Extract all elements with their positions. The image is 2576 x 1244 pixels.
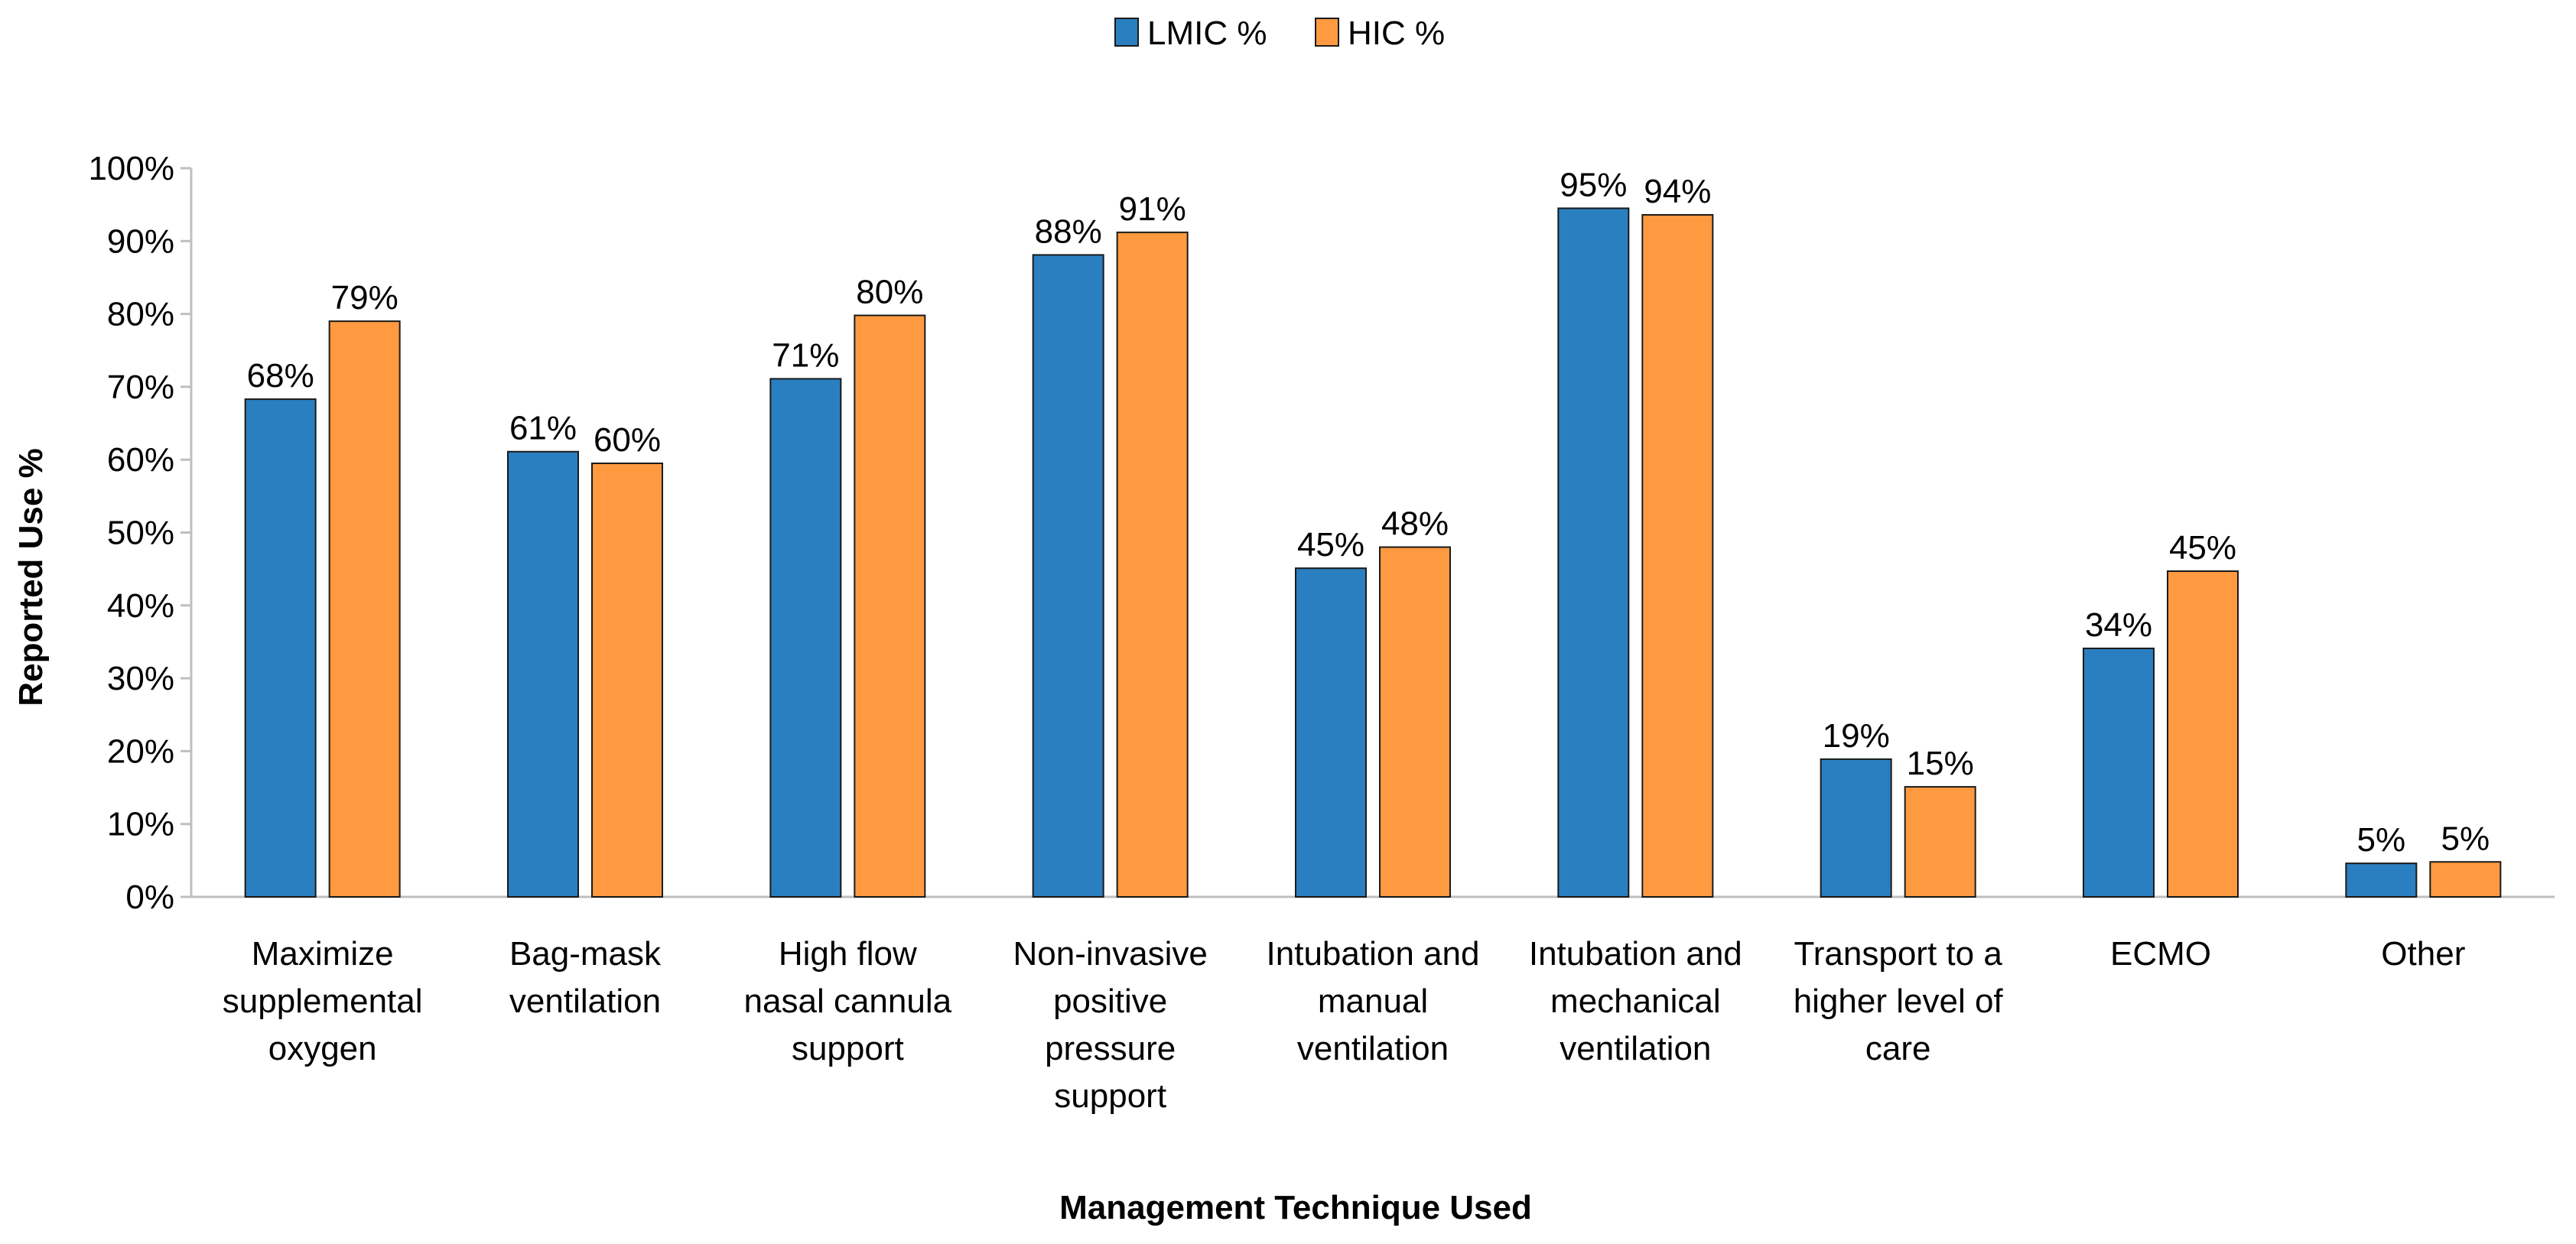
- bar: [1557, 207, 1630, 898]
- x-category-label: Bag-mask ventilation: [509, 935, 662, 1020]
- data-label: 88%: [1035, 213, 1102, 250]
- x-category-label-line: Bag-mask: [509, 935, 662, 973]
- x-category-label-line: Transport to a: [1794, 935, 2003, 973]
- bar: [591, 462, 663, 898]
- y-tick-label: 40%: [107, 587, 174, 625]
- bar: [1904, 786, 1976, 898]
- bar: [1379, 546, 1451, 898]
- y-tick-label: 0%: [125, 879, 174, 916]
- bar: [854, 314, 926, 898]
- data-label: 68%: [247, 357, 314, 395]
- y-tick-label: 50%: [107, 515, 174, 552]
- y-tick-label: 30%: [107, 660, 174, 697]
- x-category-label-line: nasal cannula: [744, 983, 952, 1020]
- legend-swatch: [1315, 18, 1339, 47]
- y-axis: 0% 10% 20% 30% 40% 50% 60% 70% 80% 90% 100%: [88, 150, 193, 916]
- x-category-label: ECMO: [2110, 935, 2211, 973]
- bar: [2167, 570, 2239, 898]
- x-category-label-line: ventilation: [1560, 1030, 1711, 1067]
- bar: [2083, 648, 2155, 898]
- y-tick-label: 90%: [107, 222, 174, 260]
- data-label: 5%: [2441, 820, 2490, 857]
- bar: [1116, 231, 1189, 898]
- x-axis-title: Management Technique Used: [1059, 1189, 1532, 1226]
- legend-label: LMIC %: [1147, 15, 1267, 52]
- x-category-label-line: Intubation and: [1267, 935, 1480, 973]
- legend-label: HIC %: [1348, 15, 1445, 52]
- bar: [2345, 862, 2418, 898]
- legend: LMIC % HIC %: [1114, 15, 1445, 52]
- legend-swatch: [1114, 18, 1139, 47]
- x-category-label-line: ventilation: [1297, 1030, 1449, 1067]
- y-tick-label: 70%: [107, 369, 174, 406]
- bar: [328, 320, 401, 898]
- x-category-label: Transport to a higher level of care: [1794, 935, 2004, 1067]
- data-label: 61%: [509, 410, 577, 447]
- x-category-label: Non-invasive positive pressure support: [1013, 935, 1207, 1115]
- data-label: 71%: [772, 336, 839, 374]
- data-label: 79%: [331, 279, 398, 317]
- x-category-label-line: support: [1054, 1077, 1166, 1115]
- y-tick-label: 100%: [88, 150, 174, 187]
- y-tick-label: 20%: [107, 732, 174, 770]
- data-label: 80%: [856, 274, 923, 311]
- x-category-label-line: ventilation: [509, 983, 661, 1020]
- x-axis: Maximize supplemental oxygen Bag-mask ventil…: [191, 895, 2555, 1115]
- bar: [2429, 861, 2502, 898]
- y-tick-label: 10%: [107, 806, 174, 843]
- data-label: 91%: [1119, 190, 1186, 228]
- bar: [1820, 758, 1892, 898]
- data-label: 60%: [594, 421, 661, 459]
- x-category-label-line: positive: [1053, 983, 1167, 1020]
- data-label: 15%: [1907, 745, 1974, 782]
- y-tick-label: 60%: [107, 441, 174, 479]
- x-category-label-line: High flow: [779, 935, 917, 973]
- bar: [769, 378, 842, 898]
- data-label: 94%: [1644, 173, 1711, 210]
- x-category-label-line: higher level of: [1794, 983, 2004, 1020]
- x-category-label-line: Maximize: [252, 935, 394, 973]
- x-category-label-line: Intubation and: [1529, 935, 1742, 973]
- x-category-label-line: manual: [1318, 983, 1428, 1020]
- data-label: 45%: [1297, 526, 1364, 564]
- x-category-label-line: mechanical: [1550, 983, 1721, 1020]
- x-category-label-line: Other: [2381, 935, 2465, 973]
- x-category-label-line: supplemental: [223, 983, 423, 1020]
- data-label: 95%: [1560, 166, 1627, 203]
- data-label: 34%: [2085, 606, 2152, 644]
- x-category-label-line: pressure: [1045, 1030, 1176, 1067]
- x-category-label: Maximize supplemental oxygen: [223, 935, 423, 1067]
- y-tick-label: 80%: [107, 296, 174, 333]
- x-category-label-line: oxygen: [268, 1030, 377, 1067]
- x-category-label: Other: [2381, 935, 2465, 973]
- bar: [1032, 254, 1104, 898]
- x-category-label: Intubation and manual ventilation: [1267, 935, 1480, 1067]
- bar: [1295, 567, 1367, 898]
- data-label: 19%: [1823, 717, 1890, 755]
- x-category-label-line: ECMO: [2110, 935, 2211, 973]
- x-category-label: High flow nasal cannula support: [744, 935, 952, 1067]
- bar: [1641, 213, 1714, 898]
- x-category-label: Intubation and mechanical ventilation: [1529, 935, 1742, 1067]
- data-label: 48%: [1381, 505, 1449, 543]
- bars: 68% 79% 61% 60% 71% 80% 88% 91% 45% 48% 95% 94% 19% 1…: [244, 166, 2502, 898]
- x-category-label-line: Non-invasive: [1013, 935, 1207, 973]
- bar: [244, 398, 317, 898]
- data-label: 5%: [2357, 821, 2406, 859]
- bar: [507, 450, 579, 898]
- x-category-label-line: care: [1865, 1030, 1931, 1067]
- y-axis-title: Reported Use %: [12, 448, 50, 706]
- data-label: 45%: [2169, 529, 2236, 567]
- x-category-label-line: support: [792, 1030, 904, 1067]
